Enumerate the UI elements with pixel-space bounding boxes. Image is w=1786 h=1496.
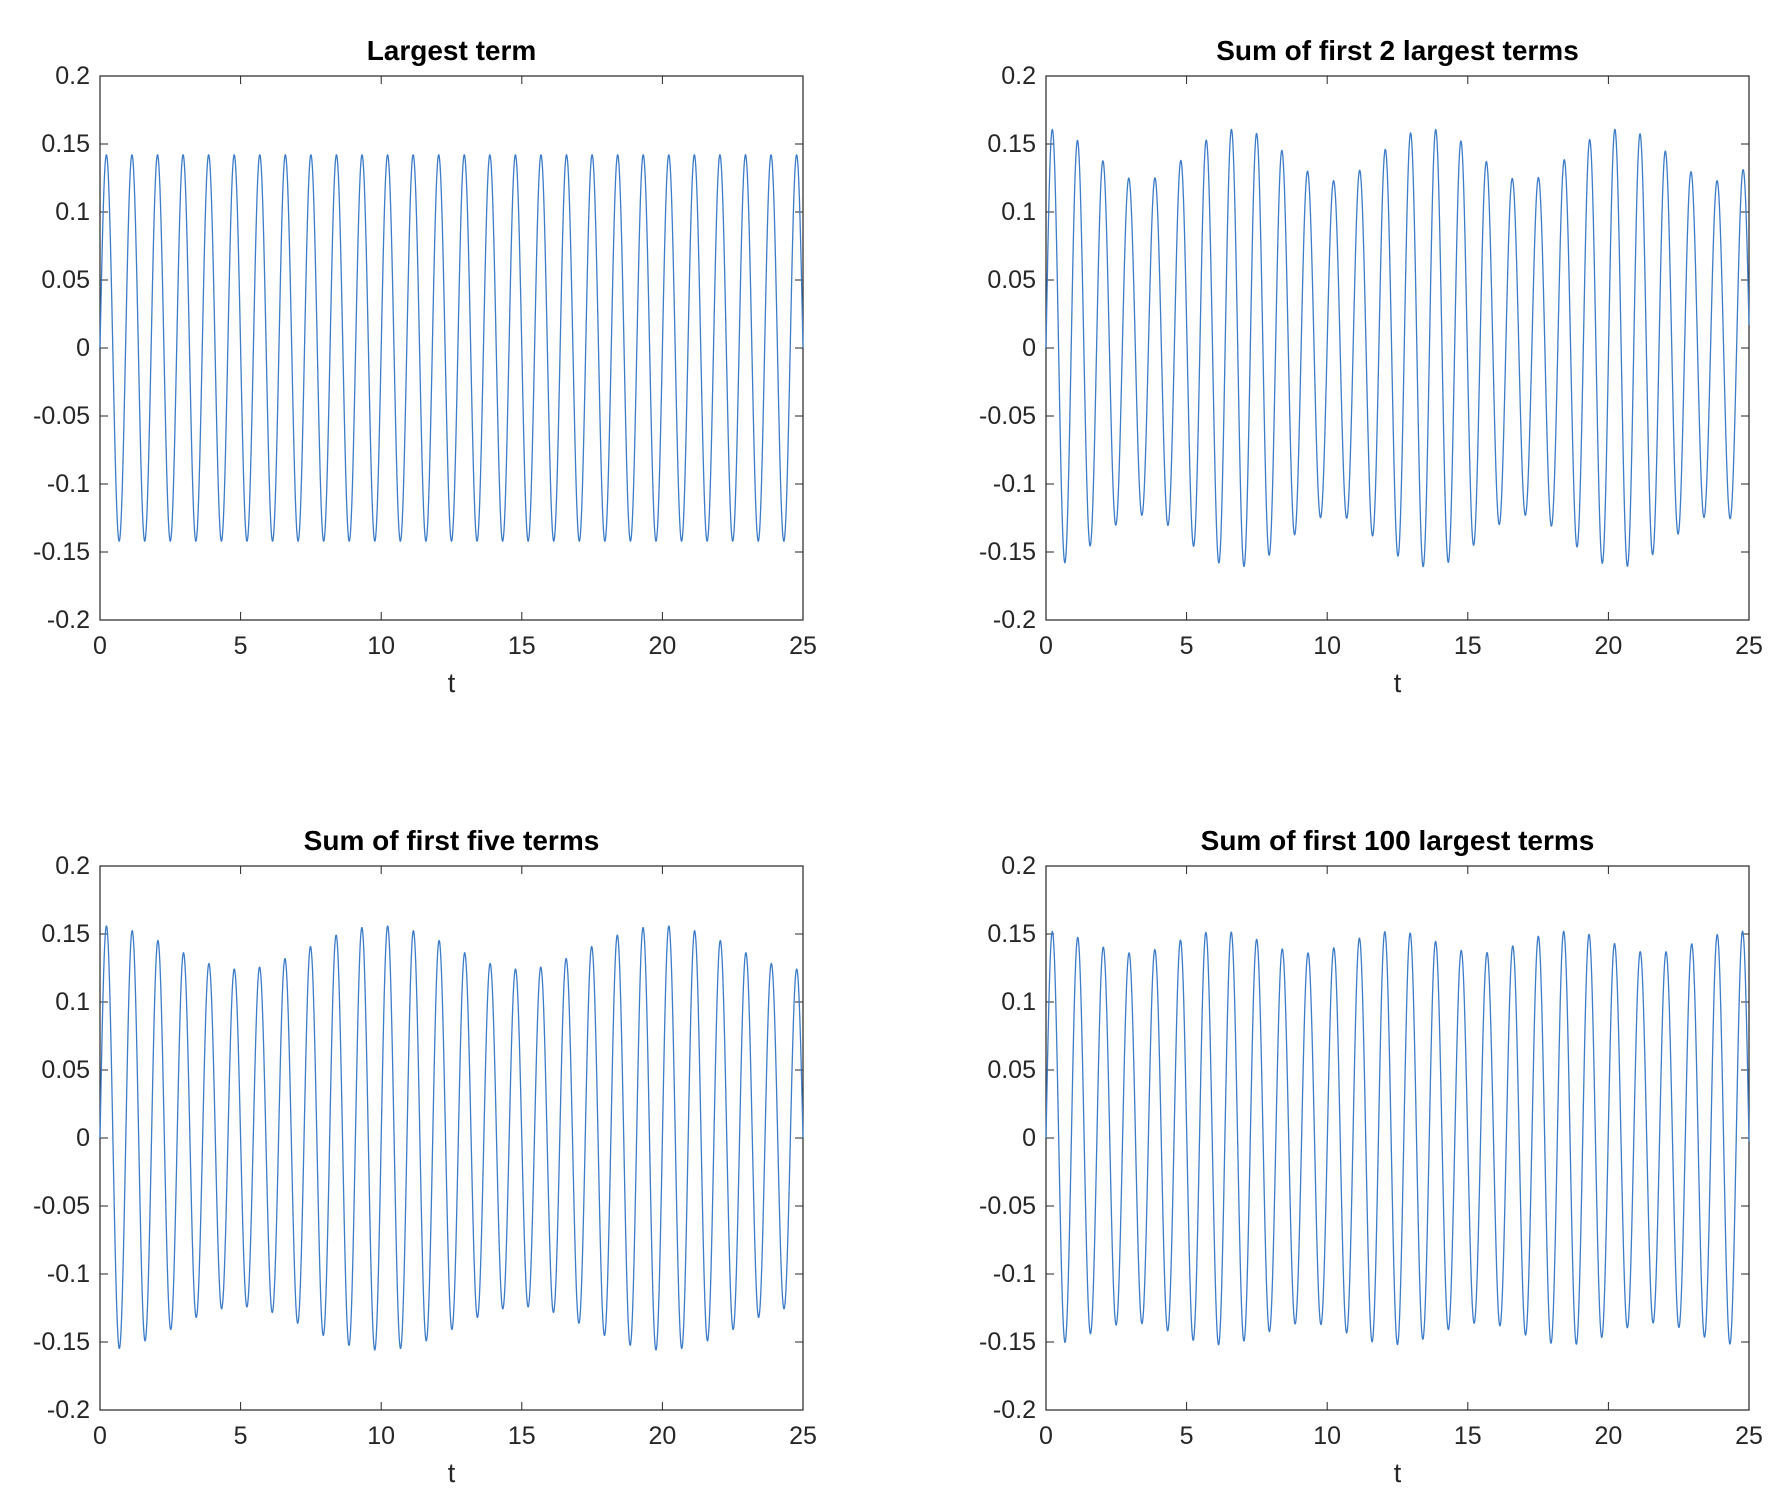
x-tick-label: 0 bbox=[93, 1422, 107, 1450]
y-tick-label: -0.05 bbox=[979, 1192, 1036, 1220]
x-tick-label: 20 bbox=[648, 632, 676, 660]
plot-area bbox=[99, 75, 804, 621]
y-tick-label: 0.05 bbox=[987, 1056, 1036, 1084]
y-tick-label: 0.15 bbox=[41, 920, 90, 948]
y-tick-label: -0.15 bbox=[33, 1328, 90, 1356]
y-tick-label: 0.15 bbox=[41, 130, 90, 158]
y-tick-label: -0.2 bbox=[993, 1396, 1036, 1424]
y-tick-label: 0.15 bbox=[987, 920, 1036, 948]
x-tick-label: 5 bbox=[1180, 632, 1194, 660]
x-tick-label: 25 bbox=[1735, 632, 1763, 660]
y-tick-label: 0.1 bbox=[55, 988, 90, 1016]
y-tick-label: -0.2 bbox=[47, 1396, 90, 1424]
chart-title: Sum of first five terms bbox=[304, 825, 600, 856]
x-tick-label: 25 bbox=[789, 632, 817, 660]
x-tick-label: 25 bbox=[789, 1422, 817, 1450]
x-tick-label: 20 bbox=[1594, 1422, 1622, 1450]
y-tick-label: -0.05 bbox=[33, 1192, 90, 1220]
series-line-1 bbox=[1045, 930, 1750, 1346]
y-tick-label: -0.1 bbox=[47, 1260, 90, 1288]
x-tick-label: 0 bbox=[93, 632, 107, 660]
x-tick-label: 15 bbox=[1454, 1422, 1482, 1450]
x-tick-label: 10 bbox=[1313, 632, 1341, 660]
y-tick-label: -0.15 bbox=[979, 538, 1036, 566]
x-tick-label: 5 bbox=[234, 1422, 248, 1450]
x-axis-label: t bbox=[448, 1458, 456, 1488]
y-tick-label: -0.15 bbox=[33, 538, 90, 566]
x-tick-label: 10 bbox=[367, 1422, 395, 1450]
y-tick-label: 0.1 bbox=[1001, 198, 1036, 226]
x-tick-label: 20 bbox=[648, 1422, 676, 1450]
x-axis-label: t bbox=[1394, 1458, 1402, 1488]
y-tick-label: 0 bbox=[76, 334, 90, 362]
y-tick-label: 0 bbox=[76, 1124, 90, 1152]
x-tick-label: 15 bbox=[508, 1422, 536, 1450]
series-line-1 bbox=[99, 154, 804, 542]
x-tick-label: 5 bbox=[234, 632, 248, 660]
plot-area bbox=[99, 865, 804, 1411]
chart-panel-4: 0.20.150.10.050-0.05-0.1-0.15-0.20 5 10 15 2… bbox=[979, 825, 1763, 1488]
chart-panel-1: 0.20.150.10.050-0.05-0.1-0.15-0.20 5 10 15 2… bbox=[33, 35, 817, 698]
x-tick-label: 5 bbox=[1180, 1422, 1194, 1450]
plot-area bbox=[1045, 865, 1750, 1411]
y-tick-label: 0.2 bbox=[55, 852, 90, 880]
y-tick-label: -0.1 bbox=[993, 1260, 1036, 1288]
y-tick-label: -0.15 bbox=[979, 1328, 1036, 1356]
x-tick-label: 0 bbox=[1039, 632, 1053, 660]
y-tick-label: -0.05 bbox=[979, 402, 1036, 430]
y-tick-label: 0.2 bbox=[1001, 852, 1036, 880]
x-tick-label: 15 bbox=[1454, 632, 1482, 660]
y-tick-label: -0.2 bbox=[47, 606, 90, 634]
chart-panel-2: 0.20.150.10.050-0.05-0.1-0.15-0.20 5 10 15 2… bbox=[979, 35, 1763, 698]
x-tick-label: 20 bbox=[1594, 632, 1622, 660]
chart-title: Largest term bbox=[367, 35, 537, 66]
y-tick-label: -0.2 bbox=[993, 606, 1036, 634]
chart-title: Sum of first 100 largest terms bbox=[1201, 825, 1595, 856]
x-axis-label: t bbox=[1394, 668, 1402, 698]
y-tick-label: 0 bbox=[1022, 1124, 1036, 1152]
x-tick-label: 25 bbox=[1735, 1422, 1763, 1450]
series-line-1 bbox=[1045, 128, 1750, 568]
x-tick-label: 10 bbox=[367, 632, 395, 660]
x-tick-label: 0 bbox=[1039, 1422, 1053, 1450]
chart-panel-3: 0.20.150.10.050-0.05-0.1-0.15-0.20 5 10 15 2… bbox=[33, 825, 817, 1488]
x-tick-label: 10 bbox=[1313, 1422, 1341, 1450]
x-axis-label: t bbox=[448, 668, 456, 698]
plot-area bbox=[1045, 75, 1750, 621]
y-tick-label: 0 bbox=[1022, 334, 1036, 362]
y-tick-label: 0.1 bbox=[55, 198, 90, 226]
y-tick-label: 0.1 bbox=[1001, 988, 1036, 1016]
y-tick-label: -0.05 bbox=[33, 402, 90, 430]
series-line-1 bbox=[99, 925, 804, 1351]
y-tick-label: 0.2 bbox=[1001, 62, 1036, 90]
y-tick-label: 0.2 bbox=[55, 62, 90, 90]
y-tick-label: 0.05 bbox=[987, 266, 1036, 294]
y-tick-label: 0.05 bbox=[41, 1056, 90, 1084]
y-tick-label: 0.15 bbox=[987, 130, 1036, 158]
y-tick-label: -0.1 bbox=[47, 470, 90, 498]
y-tick-label: 0.05 bbox=[41, 266, 90, 294]
chart-title: Sum of first 2 largest terms bbox=[1216, 35, 1579, 66]
x-tick-label: 15 bbox=[508, 632, 536, 660]
y-tick-label: -0.1 bbox=[993, 470, 1036, 498]
